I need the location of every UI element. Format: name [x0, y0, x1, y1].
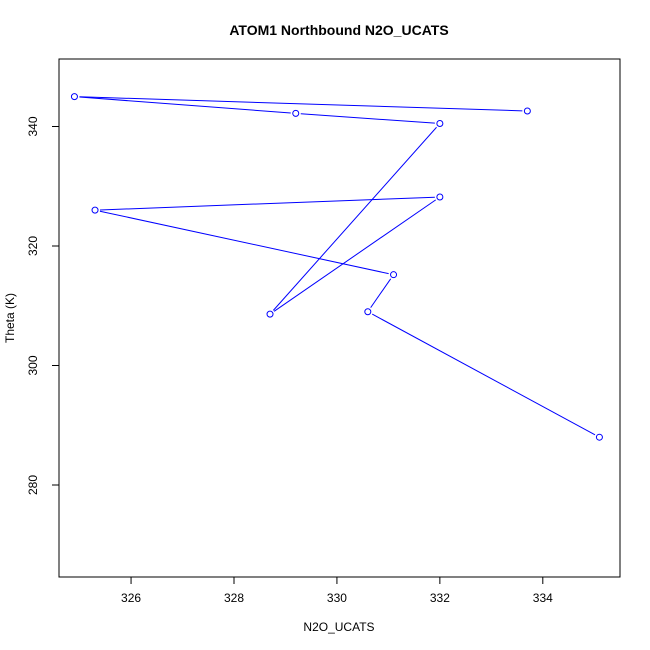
data-point [91, 206, 99, 214]
data-point [436, 120, 444, 128]
series-layer [70, 93, 603, 441]
series-line-segment [371, 313, 596, 436]
series-line-segment [79, 96, 291, 114]
y-tick-label: 340 [26, 116, 40, 136]
series-line-segment [370, 278, 392, 308]
x-tick-label: 330 [327, 591, 347, 605]
x-tick-label: 332 [430, 591, 450, 605]
series-line-segment [272, 126, 437, 311]
series-line-segment [300, 113, 435, 124]
y-axis: 280 300 320 340 [26, 116, 60, 495]
data-point [70, 93, 78, 101]
series-line-segment [79, 96, 523, 112]
x-tick-label: 334 [533, 591, 553, 605]
y-tick-label: 300 [26, 355, 40, 375]
x-tick-label: 326 [121, 591, 141, 605]
series [70, 93, 603, 441]
y-tick-label: 320 [26, 236, 40, 256]
plot-frame [58, 58, 621, 578]
y-axis-label: Theta (K) [3, 293, 17, 343]
data-point [292, 109, 300, 117]
data-point [266, 310, 274, 318]
x-axis-label: N2O_UCATS [303, 620, 374, 634]
data-point [364, 308, 372, 316]
data-point [523, 107, 531, 115]
data-point [595, 433, 603, 441]
y-tick-label: 280 [26, 475, 40, 495]
data-point [390, 271, 398, 279]
chart-title: ATOM1 Northbound N2O_UCATS [229, 22, 448, 38]
series-line-segment [99, 210, 389, 275]
data-point [436, 193, 444, 201]
series-line-segment [273, 199, 437, 312]
series-line-segment [100, 196, 435, 211]
x-tick-label: 328 [224, 591, 244, 605]
x-axis: 326 328 330 332 334 [121, 576, 553, 605]
